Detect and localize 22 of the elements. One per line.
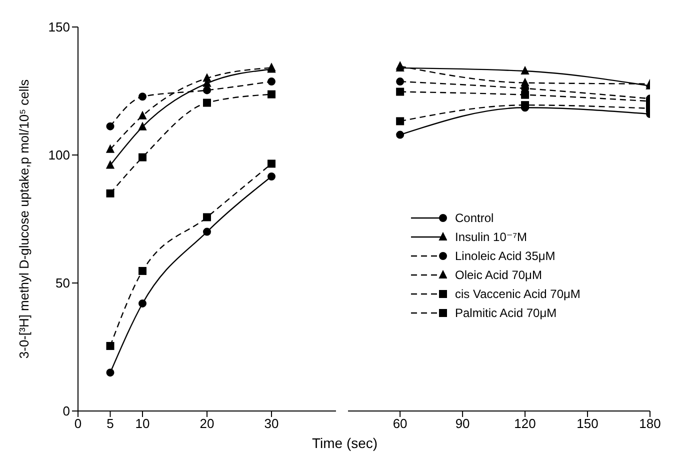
x-tick-label: 150 [576,416,598,432]
x-axis-title: Time (sec) [312,435,378,451]
y-tick-label: 100 [48,148,70,163]
y-tick-label: 50 [56,276,70,291]
x-tick-label: 90 [455,416,470,432]
y-axis-title: 3-0-[³H] methyl D-glucose uptake,p mol/10⁵ cells [16,78,32,359]
legend-label: Oleic Acid 70μM [455,268,542,282]
x-tick-label: 10 [135,416,150,432]
x-tick-label: 20 [200,416,214,432]
x-tick-label: 5 [106,416,114,432]
legend-label: Control [455,210,494,224]
y-tick-label: 0 [62,404,70,419]
legend-label: Linoleic Acid 35μM [455,248,556,262]
x-tick-label: 30 [264,416,279,432]
x-tick-label: 120 [514,416,536,432]
x-tick-label: 180 [639,416,661,432]
x-tick-label: 60 [392,416,408,432]
legend-label: cis Vaccenic Acid 70μM [455,286,580,300]
x-tick-label: 0 [74,416,82,432]
legend-label: Insulin 10⁻⁷M [455,230,528,244]
y-tick-label: 150 [48,20,70,35]
legend-label: Palmitic Acid 70μM [455,306,557,320]
